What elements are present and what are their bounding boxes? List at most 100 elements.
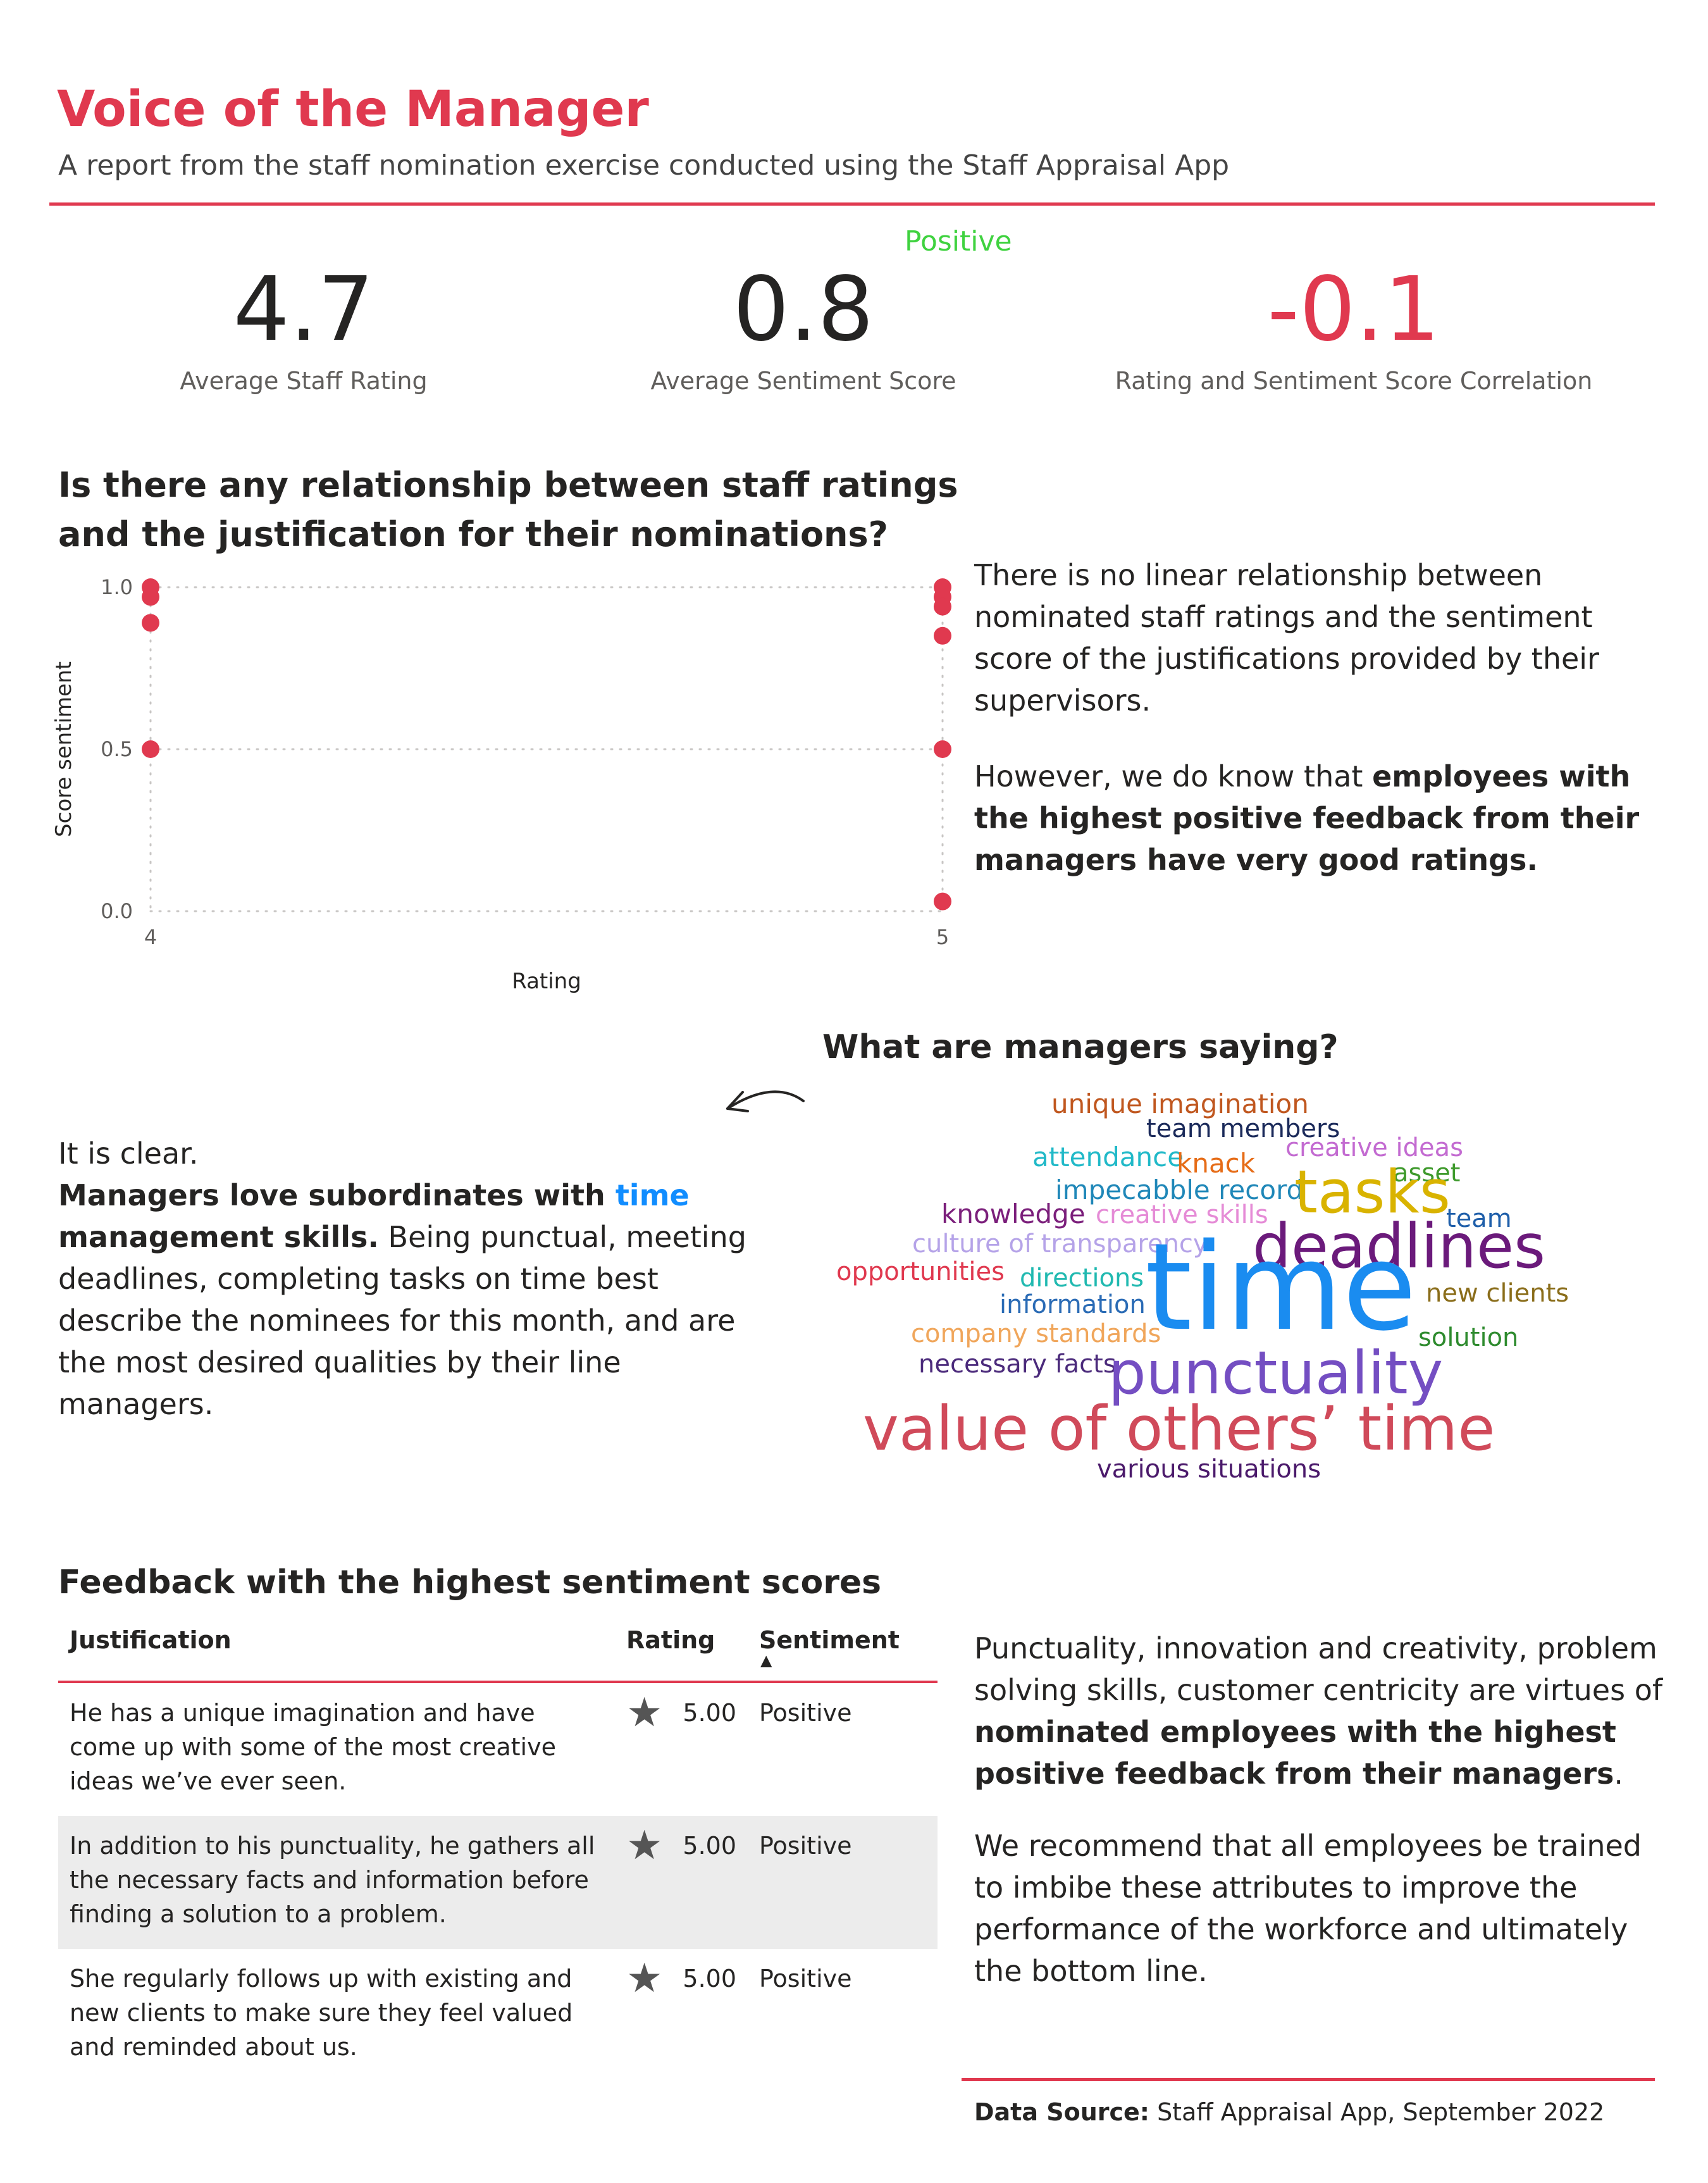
relationship-paragraph-2-bold: employees with the highest positive feed… xyxy=(974,759,1640,877)
footer-divider xyxy=(962,2078,1655,2081)
row-sentiment: Positive xyxy=(759,1965,852,1993)
word-attendance: attendance xyxy=(1032,1141,1184,1172)
feedback-heading: Feedback with the highest sentiment scor… xyxy=(58,1564,882,1601)
word-team: team xyxy=(1446,1204,1512,1233)
word-impecabble-record: impecabble record xyxy=(1055,1174,1304,1205)
data-source-label: Data Source: xyxy=(974,2098,1149,2126)
word-unique-imagination: unique imagination xyxy=(1051,1088,1309,1119)
insight-accent-word: time xyxy=(615,1178,690,1212)
y-tick-label: 1.0 xyxy=(101,575,133,599)
kpi-sentiment-tag: Positive xyxy=(905,225,1012,258)
feedback-paragraph-1: Punctuality, innovation and creativity, … xyxy=(974,1627,1664,1794)
feedback-paragraph-1-text: Punctuality, innovation and creativity, … xyxy=(974,1631,1663,1707)
word-cloud-heading: What are managers saying? xyxy=(822,1028,1339,1066)
row-sentiment: Positive xyxy=(759,1699,852,1727)
y-tick-label: 0.5 xyxy=(101,737,133,761)
word-time: time xyxy=(1145,1217,1417,1357)
kpi-average-sentiment-value: 0.8 xyxy=(733,258,874,361)
insight-bold-suffix: management skills. xyxy=(58,1220,379,1254)
word-knack: knack xyxy=(1177,1148,1256,1179)
header-divider xyxy=(49,202,1655,206)
feedback-table: Justification Rating Sentiment ▲ He has a… xyxy=(58,1620,938,2082)
table-row: He has a unique imagination and have com… xyxy=(58,1682,938,1816)
word-value-of-others-time: value of others’ time xyxy=(863,1393,1495,1464)
kpi-average-sentiment-label: Average Sentiment Score xyxy=(650,367,956,395)
word-new-clients: new clients xyxy=(1426,1279,1569,1308)
data-point[interactable] xyxy=(934,597,951,616)
row-rating-value: 5.00 xyxy=(683,1832,736,1860)
row-rating-value: 5.00 xyxy=(683,1965,736,1993)
data-point[interactable] xyxy=(934,626,951,645)
word-necessary-facts: necessary facts xyxy=(919,1350,1117,1379)
kpi-average-rating-value: 4.7 xyxy=(233,258,374,361)
table-row: She regularly follows up with existing a… xyxy=(58,1949,938,2082)
x-axis-title: Rating xyxy=(512,969,581,994)
chart-points xyxy=(142,578,951,911)
word-opportunities: opportunities xyxy=(836,1257,1005,1286)
word-deadlines: deadlines xyxy=(1253,1211,1546,1282)
word-knowledge: knowledge xyxy=(941,1198,1086,1229)
word-punctuality: punctuality xyxy=(1108,1339,1444,1408)
word-directions: directions xyxy=(1020,1264,1144,1293)
column-rating[interactable]: Rating xyxy=(615,1620,748,1683)
column-sentiment[interactable]: Sentiment ▲ xyxy=(748,1620,938,1683)
data-source-text: Staff Appraisal App, September 2022 xyxy=(1149,2098,1605,2126)
y-tick-label: 0.0 xyxy=(101,899,133,923)
relationship-paragraph-2: However, we do know that employees with … xyxy=(974,756,1670,881)
relationship-paragraph-1: There is no linear relationship between … xyxy=(974,558,1599,718)
insight-rest: Being punctual, meeting deadlines, compl… xyxy=(58,1220,746,1421)
word-creative-ideas: creative ideas xyxy=(1285,1133,1463,1162)
row-rating: ★ 5.00 xyxy=(615,1816,748,1949)
word-team-members: team members xyxy=(1146,1114,1340,1143)
word-culture-of-transparency: culture of transparency xyxy=(912,1229,1208,1259)
row-sentiment: Positive xyxy=(748,1816,938,1949)
row-justification: In addition to his punctuality, he gathe… xyxy=(58,1816,615,1949)
x-tick-label: 5 xyxy=(936,925,949,949)
feedback-paragraph-2: We recommend that all employees be train… xyxy=(974,1829,1642,1988)
kpi-correlation-label: Rating and Sentiment Score Correlation xyxy=(1115,367,1593,395)
rating-sentiment-scatter: 0.0 0.5 1.0 4 5 Rating Score sentiment xyxy=(51,575,951,994)
word-tasks: tasks xyxy=(1294,1158,1451,1227)
word-company-standards: company standards xyxy=(911,1319,1161,1348)
word-information: information xyxy=(999,1290,1146,1319)
insight-clear: It is clear. xyxy=(58,1136,199,1171)
chart-ticks: 0.0 0.5 1.0 4 5 xyxy=(101,575,949,949)
feedback-paragraph-1-end: . xyxy=(1614,1757,1624,1791)
data-source: Data Source: Staff Appraisal App, Septem… xyxy=(974,2098,1604,2126)
data-point[interactable] xyxy=(934,740,951,758)
data-point[interactable] xyxy=(142,614,159,632)
word-solution: solution xyxy=(1418,1323,1519,1352)
report-title: Voice of the Manager xyxy=(57,81,649,138)
row-justification: He has a unique imagination and have com… xyxy=(70,1699,556,1795)
word-cloud-insight: It is clear. Managers love subordinates … xyxy=(58,1133,779,1425)
chart-gridlines xyxy=(149,586,944,912)
data-point[interactable] xyxy=(142,588,159,606)
row-justification: She regularly follows up with existing a… xyxy=(70,1965,573,2061)
table-row: In addition to his punctuality, he gathe… xyxy=(58,1816,938,1949)
relationship-paragraph-2-text: However, we do know that xyxy=(974,759,1373,793)
kpi-average-rating-label: Average Staff Rating xyxy=(180,367,428,395)
row-rating: ★ 5.00 xyxy=(615,1949,748,2082)
column-justification[interactable]: Justification xyxy=(58,1620,615,1683)
star-icon: ★ xyxy=(626,1689,663,1736)
insight-bold-prefix: Managers love subordinates with xyxy=(58,1178,616,1212)
feedback-paragraph-1-bold: nominated employees with the highest pos… xyxy=(974,1715,1616,1791)
star-icon: ★ xyxy=(626,1955,663,2002)
kpi-correlation-value: -0.1 xyxy=(1267,258,1440,361)
star-icon: ★ xyxy=(626,1822,663,1869)
row-rating-value: 5.00 xyxy=(683,1699,736,1727)
hand-drawn-arrow-icon xyxy=(726,1090,805,1112)
data-point[interactable] xyxy=(934,892,951,911)
data-point[interactable] xyxy=(142,740,159,758)
row-rating: ★ 5.00 xyxy=(615,1682,748,1816)
word-creative-skills: creative skills xyxy=(1096,1200,1268,1229)
report-subtitle: A report from the staff nomination exerc… xyxy=(58,149,1230,182)
sort-ascending-icon[interactable]: ▲ xyxy=(760,1651,772,1669)
feedback-table-header: Justification Rating Sentiment ▲ xyxy=(58,1620,938,1683)
y-axis-title: Score sentiment xyxy=(51,661,77,837)
word-asset: asset xyxy=(1393,1159,1461,1188)
relationship-heading: Is there any relationship between staff … xyxy=(58,465,958,554)
column-sentiment-label: Sentiment xyxy=(759,1626,900,1654)
word-various-situations: various situations xyxy=(1097,1455,1321,1484)
x-tick-label: 4 xyxy=(144,925,157,949)
